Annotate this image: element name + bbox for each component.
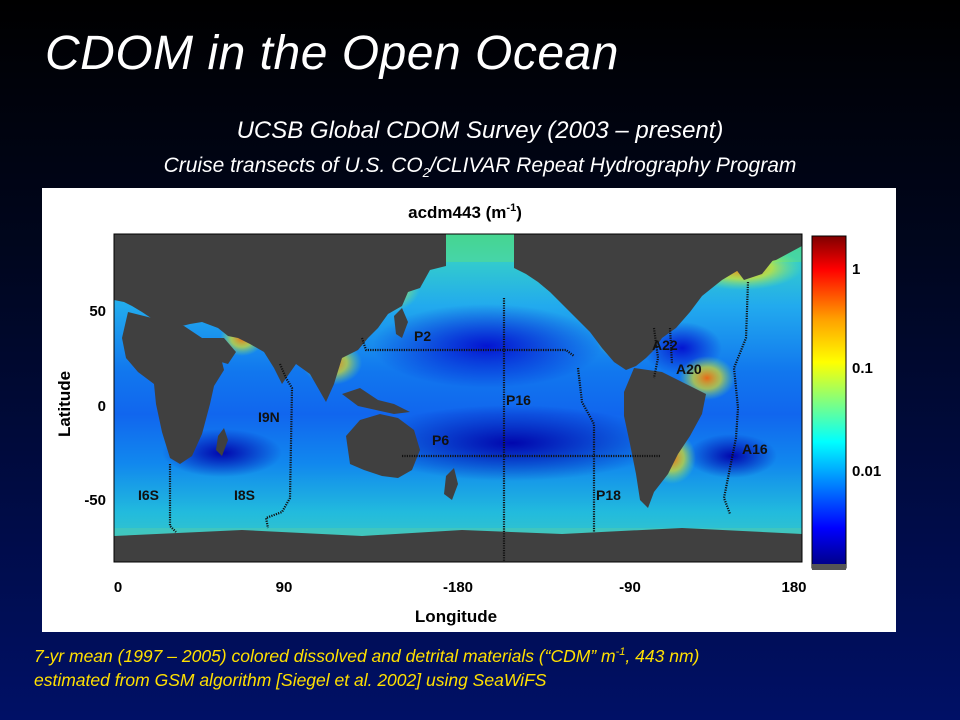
program-subtitle: Cruise transects of U.S. CO2/CLIVAR Repe… [0,154,960,180]
japan [394,308,408,338]
survey-subtitle: UCSB Global CDOM Survey (2003 – present) [236,117,724,144]
transect-label-a22: A22 [652,337,678,353]
map-frame [113,233,803,563]
x-tick-neg90: -90 [619,579,641,596]
greenland [722,234,782,280]
colorbar-tick-0-1: 0.1 [852,360,873,377]
transect-label-p6: P6 [432,432,449,448]
y-tick-0: 0 [98,398,106,415]
transect-labels: P2 P16 P6 P18 A22 A20 A16 I9N I6S I8S [138,328,768,503]
caption-line-1: 7-yr mean (1997 – 2005) colored dissolve… [34,640,954,668]
map-figure: acdm443 (m-1) [42,188,896,632]
south-atlantic-gyre [687,434,777,478]
transect-label-i9n: I9N [258,409,280,425]
madagascar [216,428,228,456]
colorbar-land-swatch [812,564,846,570]
y-tick-neg50: -50 [84,492,106,509]
transect-label-i6s: I6S [138,487,159,503]
colorbar-ticks: 1 0.1 0.01 [852,261,881,480]
transect-label-i8s: I8S [234,487,255,503]
caption-line-2: estimated from GSM algorithm [Siegel et … [34,669,547,690]
figure-caption: 7-yr mean (1997 – 2005) colored dissolve… [34,640,954,692]
x-tick-neg180: -180 [443,579,473,596]
map-plot-area [114,234,802,562]
south-america [624,368,706,508]
south-pacific-gyre [362,405,662,481]
africa [122,312,224,464]
y-tick-50: 50 [89,303,106,320]
transect-a22-line [652,327,660,379]
slide-title: CDOM in the Open Ocean [45,27,619,80]
x-tick-180: 180 [781,579,806,596]
transect-label-p18: P18 [596,487,621,503]
y-axis: 50 0 -50 [84,303,106,509]
new-zealand [444,468,458,500]
program-subtitle-suffix: /CLIVAR Repeat Hydrography Program [429,154,797,177]
colorbar [811,235,847,569]
transect-label-a16: A16 [742,441,768,457]
transect-i9n-i8s-line [264,363,294,529]
maritime-continent [342,388,410,414]
program-subtitle-subscript: 2 [422,165,430,181]
transect-label-a20: A20 [676,361,702,377]
x-tick-0: 0 [114,579,122,596]
figure-title: acdm443 (m-1) [408,202,522,222]
x-tick-90: 90 [276,579,293,596]
x-axis-label: Longitude [415,607,497,626]
transect-i6s-line [168,464,177,533]
colorbar-tick-1: 1 [852,261,860,278]
transect-label-p16: P16 [506,392,531,408]
eurasia [114,234,446,402]
antarctica [114,528,802,562]
map-figure-svg: acdm443 (m-1) [55,202,881,626]
y-axis-label: Latitude [55,371,74,437]
transect-p18-line [576,367,596,532]
caption-line-1-a: 7-yr mean (1997 – 2005) colored dissolve… [34,645,616,666]
x-axis: 0 90 -180 -90 180 [114,579,807,596]
colorbar-tick-0-01: 0.01 [852,463,881,480]
caption-line-1-b: , 443 nm) [625,645,700,666]
program-subtitle-prefix: Cruise transects of U.S. CO [163,154,423,177]
arabia [202,338,236,364]
transect-label-p2: P2 [414,328,431,344]
australia [346,414,420,478]
caption-line-1-sup: -1 [615,646,626,658]
transect-a16-line [722,281,750,515]
landmasses [114,234,802,562]
north-america [514,234,802,370]
north-pacific-gyre [372,304,602,388]
cruise-transects [168,281,750,562]
